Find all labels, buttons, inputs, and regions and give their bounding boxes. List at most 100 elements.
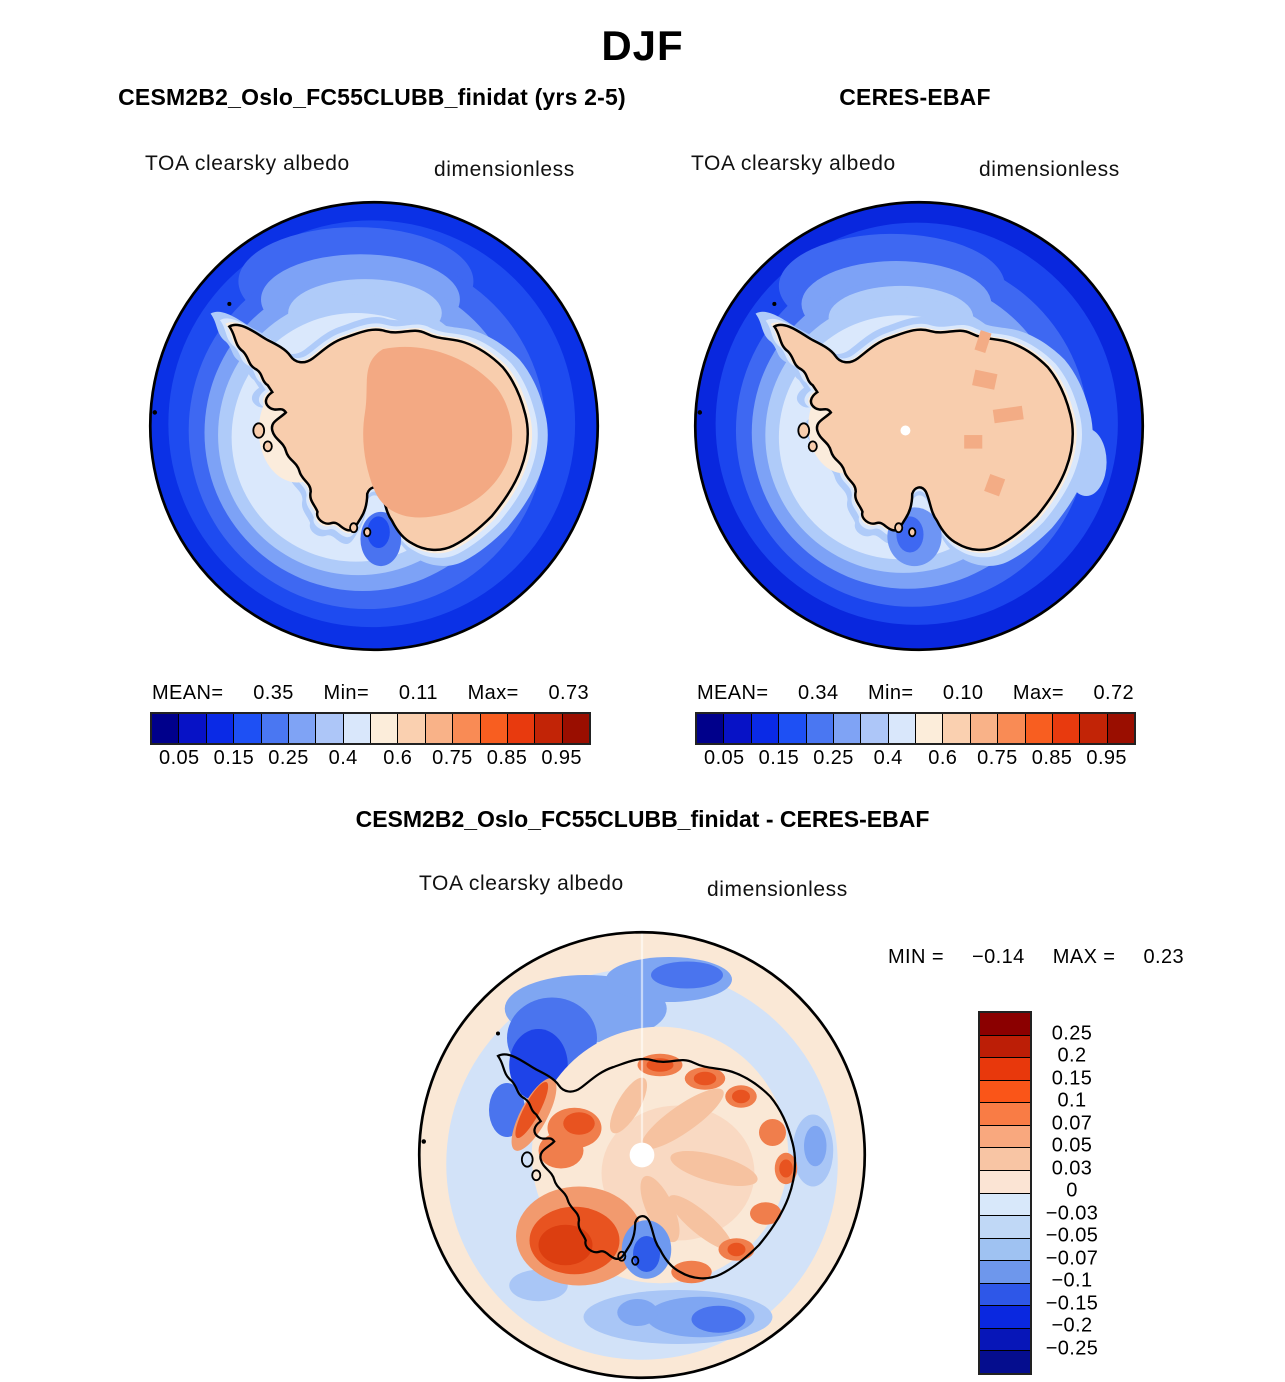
- colorbar-tick-label: 0.25: [1051, 1022, 1093, 1044]
- colorbar-tick-label: 0.05: [704, 747, 745, 769]
- colorbar-segment: [562, 714, 589, 743]
- colorbar-segment: [480, 714, 508, 743]
- colorbar-segment: [453, 714, 481, 743]
- colorbar-segment: [234, 714, 262, 743]
- obs-colorbar: [695, 712, 1136, 745]
- diff-map: [417, 930, 867, 1380]
- colorbar-tick-label: 0.6: [928, 747, 958, 769]
- season-title: DJF: [601, 22, 684, 69]
- colorbar-segment: [425, 714, 454, 743]
- max-label: MAX =: [1052, 946, 1116, 968]
- colorbar-segment: [980, 1148, 1030, 1171]
- colorbar-tick-label: 0.25: [813, 747, 854, 769]
- model-stats: MEAN= 0.35 Min= 0.11 Max= 0.73: [152, 682, 589, 705]
- colorbar-tick-label: 0.05: [159, 747, 200, 769]
- colorbar-segment: [343, 714, 371, 743]
- max-value: 0.23: [1143, 946, 1184, 968]
- colorbar-segment: [507, 714, 536, 743]
- island: [252, 422, 266, 439]
- colorbar-tick-label: −0.25: [1045, 1337, 1099, 1359]
- colorbar-tick-label: 0.25: [268, 747, 309, 769]
- model-colorbar-ticks: 0.05 0.15 0.25 0.4 0.6 0.75 0.85 0.95: [152, 747, 589, 773]
- colorbar-tick-label: 0.85: [486, 747, 528, 769]
- colorbar-segment: [535, 714, 563, 743]
- colorbar-segment: [751, 714, 780, 743]
- colorbar-tick-label: 0.4: [873, 747, 903, 769]
- missing-data-dot: [900, 425, 911, 436]
- colorbar-segment: [980, 1238, 1030, 1262]
- min-label: Min=: [867, 682, 914, 704]
- obs-variable-label: TOA clearsky albedo: [691, 152, 896, 175]
- colorbar-segment: [833, 714, 862, 743]
- min-value: 0.11: [398, 682, 438, 704]
- colorbar-segment: [980, 1216, 1030, 1239]
- obs-stats: MEAN= 0.34 Min= 0.10 Max= 0.72: [697, 682, 1134, 705]
- colorbar-tick-label: 0.15: [1051, 1067, 1093, 1089]
- colorbar-tick-label: 0.85: [1031, 747, 1073, 769]
- mean-label: MEAN=: [697, 682, 769, 704]
- max-label: Max=: [1012, 682, 1064, 704]
- colorbar-tick-label: 0.07: [1051, 1112, 1093, 1134]
- min-label: MIN =: [888, 946, 944, 968]
- obs-panel-title: CERES-EBAF: [839, 84, 991, 110]
- colorbar-tick-label: 0.75: [432, 747, 473, 769]
- diff-stats: MIN = −0.14 MAX = 0.23: [888, 946, 1184, 969]
- colorbar-segment: [697, 714, 725, 743]
- south-pole-missing-data: [629, 1142, 655, 1168]
- colorbar-tick-label: 0.05: [1051, 1134, 1093, 1157]
- diff-colorbar-ticks: 0.25 0.2 0.15 0.1 0.07 0.05 0.03 0 −0.03 −0.05 −0.…: [1032, 1011, 1112, 1371]
- min-label: Min=: [323, 682, 370, 704]
- colorbar-tick-label: −0.07: [1045, 1247, 1099, 1269]
- colorbar-segment: [980, 1013, 1030, 1036]
- max-value: 0.72: [1093, 682, 1134, 704]
- colorbar-segment: [980, 1283, 1030, 1307]
- mean-value: 0.35: [253, 682, 294, 704]
- colorbar-tick-label: 0.03: [1051, 1157, 1093, 1179]
- model-colorbar: [150, 712, 591, 745]
- colorbar-segment: [998, 714, 1026, 743]
- diff-variable-label: TOA clearsky albedo: [419, 872, 624, 895]
- colorbar-tick-label: 0.4: [328, 747, 358, 769]
- obs-map: [693, 200, 1145, 652]
- colorbar-segment: [980, 1170, 1030, 1194]
- colorbar-segment: [980, 1035, 1030, 1059]
- diff-panel-title: CESM2B2_Oslo_FC55CLUBB_finidat - CERES-E…: [355, 806, 930, 832]
- colorbar-segment: [861, 714, 889, 743]
- colorbar-segment: [779, 714, 807, 743]
- colorbar-segment: [152, 714, 180, 743]
- colorbar-tick-label: 0.15: [213, 747, 255, 769]
- max-label: Max=: [467, 682, 519, 704]
- high-plateau: [363, 346, 513, 518]
- diff-colorbar: [978, 1011, 1032, 1375]
- coastline: [496, 1053, 797, 1280]
- colorbar-segment: [1052, 714, 1081, 743]
- colorbar-tick-label: −0.1: [1051, 1269, 1093, 1292]
- colorbar-segment: [980, 1193, 1030, 1217]
- colorbar-segment: [1080, 714, 1108, 743]
- colorbar-segment: [980, 1306, 1030, 1329]
- colorbar-tick-label: 0.6: [383, 747, 413, 769]
- colorbar-tick-label: 0.95: [541, 747, 582, 769]
- colorbar-tick-label: 0.75: [977, 747, 1018, 769]
- meridian-line: [640, 932, 644, 1146]
- mean-value: 0.34: [797, 682, 839, 704]
- colorbar-segment: [916, 714, 944, 743]
- colorbar-segment: [980, 1103, 1030, 1126]
- island: [797, 422, 811, 439]
- colorbar-segment: [888, 714, 916, 743]
- colorbar-tick-label: −0.2: [1051, 1314, 1093, 1337]
- obs-colorbar-ticks: 0.05 0.15 0.25 0.4 0.6 0.75 0.85 0.95: [697, 747, 1134, 773]
- colorbar-tick-label: 0.1: [1057, 1089, 1087, 1112]
- min-value: 0.10: [942, 682, 984, 704]
- colorbar-segment: [980, 1125, 1030, 1149]
- colorbar-segment: [261, 714, 289, 743]
- colorbar-segment: [943, 714, 971, 743]
- colorbar-tick-label: 0: [1066, 1179, 1078, 1202]
- colorbar-tick-label: −0.15: [1045, 1292, 1099, 1314]
- colorbar-tick-label: 0.2: [1057, 1044, 1087, 1067]
- colorbar-segment: [980, 1261, 1030, 1284]
- colorbar-tick-label: −0.05: [1045, 1224, 1099, 1247]
- colorbar-segment: [206, 714, 235, 743]
- map-boundary: [148, 200, 600, 652]
